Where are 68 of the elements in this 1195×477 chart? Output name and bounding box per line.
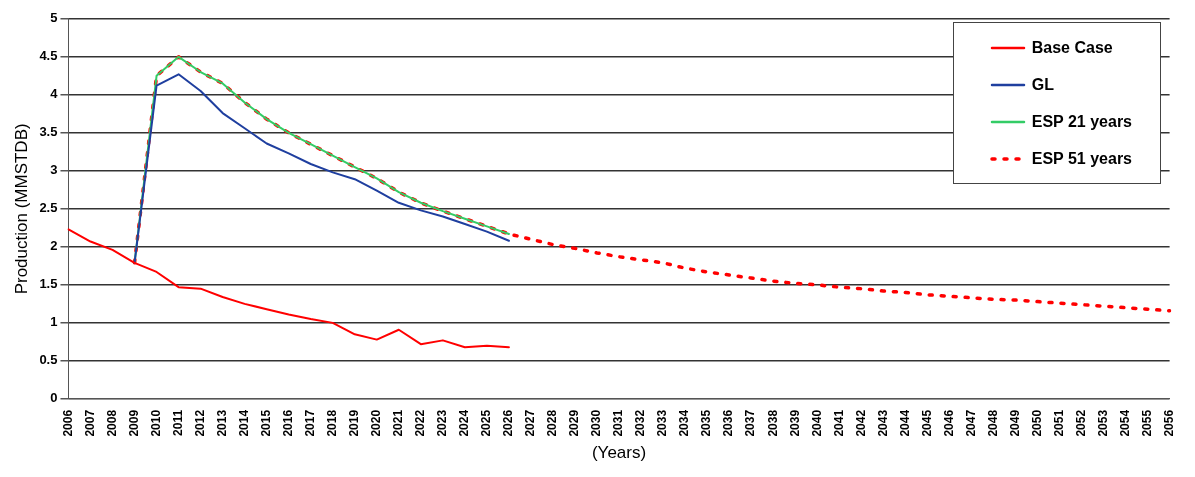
y-tick-label: 5: [50, 10, 58, 26]
legend-label: Base Case: [1031, 38, 1113, 57]
x-tick-label: 2025: [479, 409, 494, 437]
x-tick-label: 2048: [985, 409, 1000, 437]
x-tick-label: 2022: [413, 409, 428, 437]
y-tick-label: 4: [50, 86, 59, 102]
x-tick-label: 2053: [1095, 409, 1110, 437]
x-tick-label: 2026: [501, 409, 516, 437]
x-tick-label: 2027: [523, 409, 538, 437]
x-tick-label: 2045: [919, 409, 934, 437]
y-tick-label: 0.5: [39, 352, 58, 368]
y-tick-label: 2: [50, 238, 58, 254]
x-tick-label: 2013: [214, 409, 229, 437]
x-tick-label: 2028: [545, 409, 560, 437]
x-tick-label: 2012: [192, 409, 207, 437]
x-tick-label: 2032: [633, 409, 648, 437]
x-tick-label: 2049: [1007, 409, 1022, 437]
x-tick-label: 2018: [325, 409, 340, 437]
x-tick-label: 2009: [126, 409, 141, 437]
x-tick-label: 2041: [831, 409, 846, 437]
x-tick-label: 2050: [1029, 409, 1044, 437]
y-tick-label: 3.5: [39, 124, 58, 140]
x-tick-label: 2029: [567, 409, 582, 437]
legend-label: GL: [1031, 75, 1054, 94]
x-tick-label: 2035: [699, 409, 714, 437]
x-tick-label: 2014: [236, 409, 251, 437]
x-tick-label: 2006: [60, 409, 75, 437]
x-tick-label: 2011: [170, 409, 185, 436]
x-tick-label: 2034: [677, 409, 692, 437]
y-tick-label: 2.5: [39, 200, 58, 216]
x-tick-label: 2024: [457, 409, 472, 437]
x-tick-label: 2056: [1161, 409, 1176, 437]
x-tick-label: 2040: [809, 409, 824, 437]
x-tick-label: 2044: [897, 409, 912, 437]
x-tick-label: 2030: [589, 409, 604, 437]
legend-label: ESP 51 years: [1031, 149, 1132, 168]
y-tick-label: 1.5: [39, 276, 58, 292]
x-tick-label: 2033: [655, 409, 670, 437]
y-tick-label: 0: [50, 390, 58, 406]
x-tick-label: 2007: [82, 409, 97, 437]
x-tick-label: 2038: [765, 409, 780, 437]
x-tick-label: 2055: [1139, 409, 1154, 437]
x-tick-label: 2020: [369, 409, 384, 437]
x-tick-label: 2037: [743, 409, 758, 437]
x-tick-label: 2042: [853, 409, 868, 437]
x-tick-label: 2052: [1073, 409, 1088, 437]
x-tick-label: 2036: [721, 409, 736, 437]
x-tick-label: 2008: [104, 409, 119, 437]
x-axis-title: (Years): [591, 443, 647, 463]
legend-label: ESP 21 years: [1031, 112, 1132, 131]
x-tick-label: 2023: [435, 409, 450, 437]
x-tick-label: 2051: [1051, 409, 1066, 437]
x-tick-label: 2043: [875, 409, 890, 437]
x-tick-label: 2039: [787, 409, 802, 437]
y-tick-label: 1: [50, 314, 58, 330]
x-tick-label: 2046: [941, 409, 956, 437]
x-tick-label: 2016: [281, 409, 296, 437]
x-tick-label: 2031: [611, 409, 626, 437]
x-tick-label: 2054: [1117, 409, 1132, 437]
x-tick-label: 2021: [391, 409, 406, 437]
y-tick-label: 4.5: [39, 48, 58, 64]
y-tick-label: 3: [50, 162, 58, 178]
y-axis-title: Production (MMSTDB): [11, 123, 31, 295]
x-tick-label: 2015: [258, 409, 273, 437]
x-tick-label: 2019: [347, 409, 362, 437]
x-tick-label: 2010: [148, 409, 163, 437]
x-tick-label: 2017: [303, 409, 318, 437]
x-tick-label: 2047: [963, 409, 978, 437]
